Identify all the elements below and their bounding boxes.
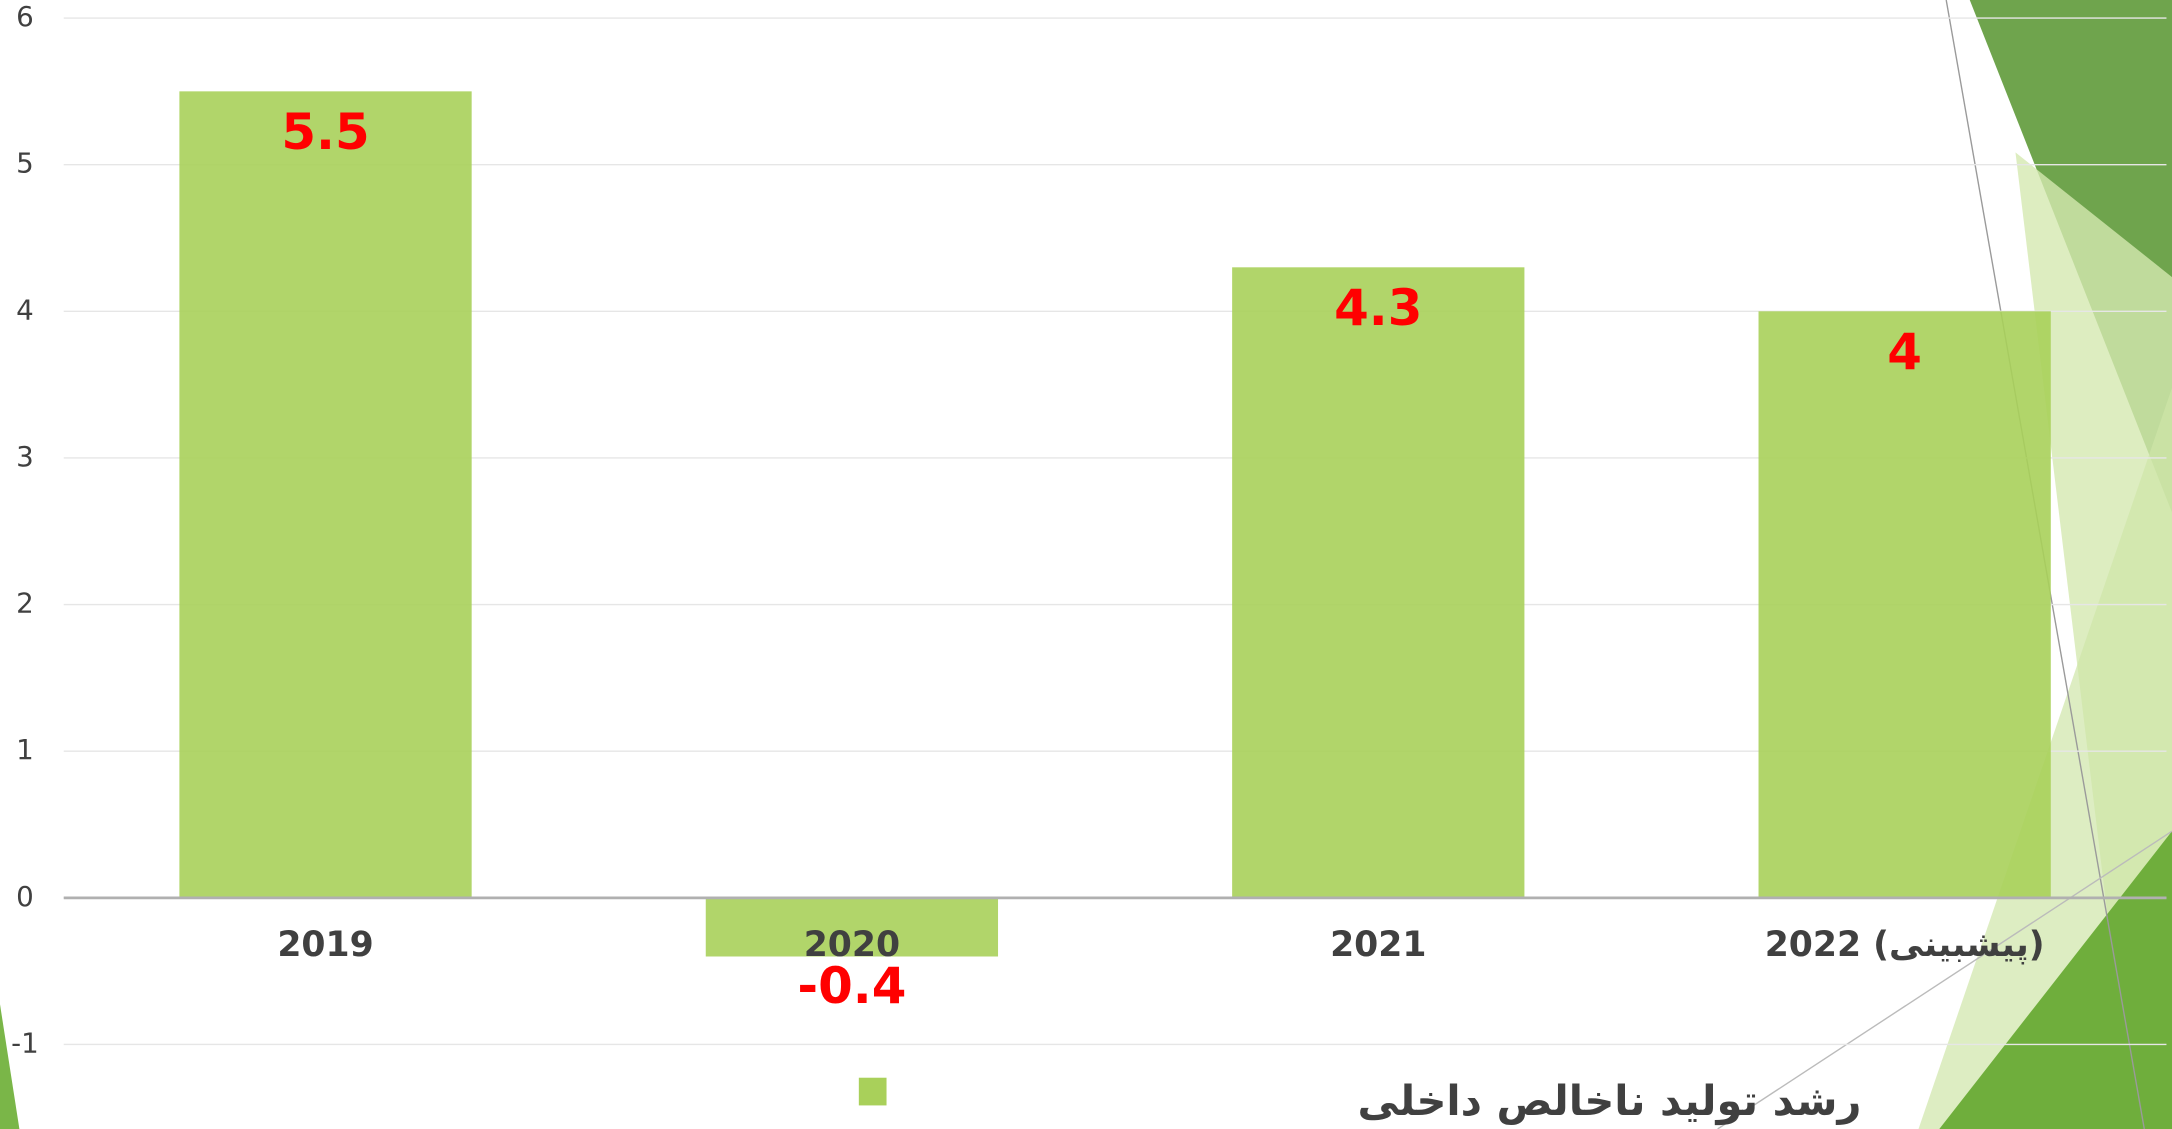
y-tick-label: 5 xyxy=(16,147,34,180)
y-tick-label: -1 xyxy=(11,1026,39,1059)
data-label: 5.5 xyxy=(281,103,369,161)
plot: -1 0 1 2 3 4 5 6 5.5 -0.4 4.3 4 2019 2020 2021 2022 (پی… xyxy=(11,0,2166,1059)
y-tick-label: 6 xyxy=(16,0,34,33)
x-tick-label: 2019 xyxy=(277,925,373,965)
y-tick-label: 2 xyxy=(16,587,34,620)
y-tick-label: 3 xyxy=(16,440,34,473)
y-tick-label: 0 xyxy=(16,880,34,913)
bar xyxy=(1232,267,1524,898)
data-label: -0.4 xyxy=(797,957,906,1015)
decor-triangle xyxy=(0,1004,19,1129)
page: {"chart_data": {"type": "bar", "categori… xyxy=(0,0,2172,1129)
chart: -1 0 1 2 3 4 5 6 5.5 -0.4 4.3 4 2019 2020 2021 2022 (پی… xyxy=(0,0,2172,1129)
y-tick-label: 1 xyxy=(16,733,34,766)
data-label: 4 xyxy=(1887,323,1922,381)
x-tick-label: 2022 (پیشبینی) xyxy=(1765,925,2045,965)
legend-label: رشد تولید ناخالص داخلی xyxy=(1358,1076,1862,1126)
legend-swatch xyxy=(859,1078,887,1106)
bar xyxy=(1759,311,2051,898)
x-tick-label: 2020 xyxy=(804,925,900,965)
x-tick-label: 2021 xyxy=(1330,925,1426,965)
data-label: 4.3 xyxy=(1334,279,1422,337)
bar xyxy=(179,91,471,897)
y-tick-label: 4 xyxy=(16,293,34,326)
